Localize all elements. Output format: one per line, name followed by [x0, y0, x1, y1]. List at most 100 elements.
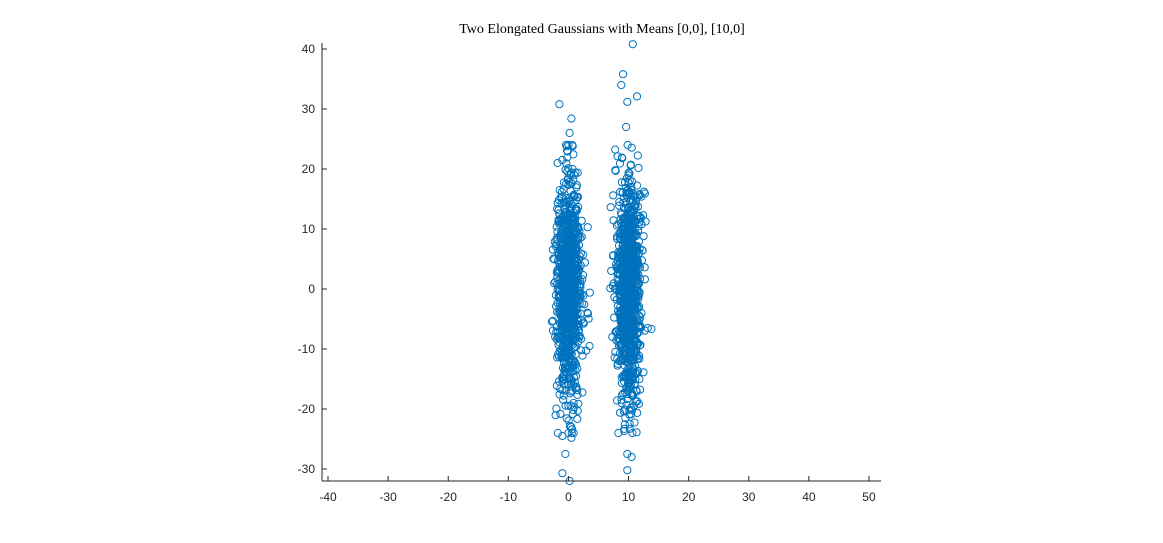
data-point — [635, 190, 644, 199]
data-point — [617, 399, 626, 408]
data-point — [561, 386, 570, 395]
data-point — [623, 327, 632, 336]
data-point — [628, 251, 638, 260]
data-point — [626, 293, 635, 302]
data-point — [624, 188, 634, 197]
data-point — [631, 397, 640, 406]
data-point — [628, 177, 637, 186]
y-tick-label: 30 — [302, 102, 316, 116]
scatter-points — [547, 40, 656, 486]
data-point — [579, 250, 588, 259]
data-point — [566, 250, 575, 259]
data-point — [623, 140, 632, 150]
data-point — [639, 232, 648, 241]
data-point — [627, 143, 636, 152]
data-point — [618, 154, 627, 163]
data-point — [610, 293, 619, 302]
data-point — [626, 284, 635, 293]
data-point — [625, 187, 634, 196]
data-point — [561, 449, 570, 459]
data-point — [552, 327, 561, 336]
data-point — [613, 396, 622, 405]
data-point — [562, 414, 571, 423]
data-point — [627, 186, 636, 195]
data-point — [572, 372, 581, 381]
data-point — [617, 221, 626, 230]
data-point — [567, 214, 576, 223]
data-point — [567, 357, 576, 366]
data-point — [562, 351, 571, 361]
data-point — [633, 151, 642, 160]
data-point — [617, 80, 626, 90]
y-tick-label: -10 — [298, 342, 316, 356]
data-point — [563, 304, 572, 313]
data-point — [583, 308, 592, 317]
data-point — [626, 213, 635, 222]
data-point — [634, 163, 643, 172]
data-point — [609, 216, 618, 225]
data-point — [553, 428, 563, 438]
data-point — [622, 369, 631, 378]
data-point — [568, 295, 578, 304]
data-point — [564, 347, 573, 356]
data-point — [567, 422, 576, 431]
data-point — [564, 246, 574, 255]
data-point — [563, 299, 572, 308]
data-point — [579, 291, 588, 300]
data-point — [615, 201, 624, 210]
data-point — [574, 322, 583, 331]
data-point — [632, 181, 642, 190]
x-tick-label: 50 — [862, 490, 876, 504]
data-point — [611, 145, 620, 154]
data-point — [566, 186, 575, 195]
data-point — [623, 349, 632, 358]
data-point — [628, 364, 637, 373]
data-point — [566, 254, 575, 263]
data-point — [568, 276, 577, 285]
data-point — [640, 263, 649, 272]
data-point — [633, 408, 642, 417]
data-point — [559, 375, 569, 384]
data-point — [630, 276, 639, 285]
data-point — [621, 254, 630, 263]
data-point — [555, 219, 564, 228]
data-point — [632, 387, 641, 396]
data-point — [625, 419, 634, 428]
data-point — [613, 354, 622, 363]
data-point — [623, 466, 632, 475]
data-point — [572, 206, 581, 215]
data-point — [559, 178, 569, 187]
data-point — [565, 128, 574, 138]
data-point — [625, 405, 634, 414]
data-point — [563, 262, 573, 271]
data-point — [553, 199, 562, 208]
data-point — [623, 340, 632, 349]
data-point — [619, 70, 628, 79]
data-point — [556, 292, 566, 301]
data-point — [561, 252, 570, 261]
data-point — [577, 232, 586, 241]
data-point — [567, 333, 576, 342]
data-point — [571, 168, 580, 177]
data-point — [609, 279, 618, 288]
data-point — [548, 316, 558, 325]
data-point — [583, 309, 593, 318]
data-point — [562, 328, 571, 337]
data-point — [621, 413, 630, 423]
data-point — [606, 203, 615, 212]
data-point — [572, 382, 581, 391]
data-point — [616, 330, 625, 339]
data-point — [564, 180, 573, 190]
data-point — [632, 261, 641, 270]
data-point — [552, 240, 561, 249]
data-point — [562, 179, 571, 188]
x-tick-label: -10 — [500, 490, 518, 504]
data-point — [579, 318, 588, 327]
data-point — [615, 408, 625, 417]
data-point — [557, 192, 567, 201]
data-point — [580, 300, 589, 309]
data-point — [570, 403, 579, 412]
x-tick-label: -40 — [319, 490, 337, 504]
data-point — [563, 231, 573, 240]
data-point — [623, 395, 632, 404]
